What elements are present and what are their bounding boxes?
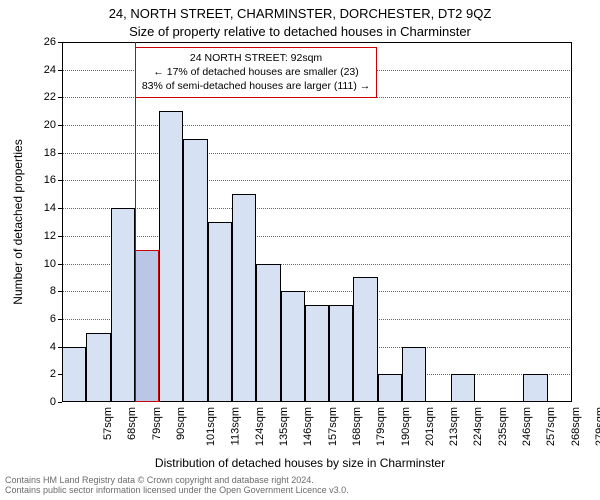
y-tick-label: 8 xyxy=(26,285,56,297)
annotation-box: 24 NORTH STREET: 92sqm← 17% of detached … xyxy=(135,47,377,98)
x-tick-label: 113sqm xyxy=(229,407,241,445)
histogram-bar xyxy=(183,139,207,402)
x-tick-label: 201sqm xyxy=(424,407,436,446)
x-tick-label: 279sqm xyxy=(594,407,600,446)
x-axis-label: Distribution of detached houses by size … xyxy=(0,456,600,470)
y-tick-label: 14 xyxy=(26,202,56,214)
annotation-line: ← 17% of detached houses are smaller (23… xyxy=(142,65,370,79)
x-tick-label: 235sqm xyxy=(497,407,509,446)
y-tick-label: 6 xyxy=(26,313,56,325)
histogram-bar xyxy=(86,333,110,402)
y-tick-label: 24 xyxy=(26,64,56,76)
y-tick-label: 26 xyxy=(26,36,56,48)
histogram-bar xyxy=(329,305,353,402)
y-tick-label: 18 xyxy=(26,147,56,159)
y-tick-mark xyxy=(58,264,62,265)
y-tick-mark xyxy=(58,180,62,181)
histogram-bar xyxy=(232,194,256,402)
y-tick-mark xyxy=(58,125,62,126)
y-tick-label: 12 xyxy=(26,230,56,242)
histogram-bar xyxy=(111,208,135,402)
y-tick-mark xyxy=(58,291,62,292)
x-tick-label: 179sqm xyxy=(375,407,387,446)
attribution-text: Contains HM Land Registry data © Crown c… xyxy=(5,476,595,496)
histogram-bar xyxy=(402,347,426,402)
y-tick-label: 4 xyxy=(26,341,56,353)
x-tick-label: 79sqm xyxy=(151,407,163,440)
y-tick-mark xyxy=(58,97,62,98)
y-tick-label: 2 xyxy=(26,368,56,380)
x-tick-label: 124sqm xyxy=(254,407,266,446)
y-axis-label: Number of detached properties xyxy=(11,139,25,304)
histogram-bar xyxy=(378,374,402,402)
y-tick-mark xyxy=(58,153,62,154)
annotation-line: 83% of semi-detached houses are larger (… xyxy=(142,79,370,93)
x-tick-label: 190sqm xyxy=(400,407,412,446)
annotation-line: 24 NORTH STREET: 92sqm xyxy=(142,51,370,65)
x-tick-label: 57sqm xyxy=(102,407,114,440)
x-tick-label: 213sqm xyxy=(448,407,460,446)
y-tick-label: 22 xyxy=(26,91,56,103)
y-tick-label: 16 xyxy=(26,174,56,186)
y-tick-mark xyxy=(58,236,62,237)
x-tick-label: 224sqm xyxy=(473,407,485,446)
x-tick-label: 68sqm xyxy=(126,407,138,440)
y-tick-mark xyxy=(58,42,62,43)
y-tick-mark xyxy=(58,319,62,320)
histogram-bar xyxy=(256,264,280,402)
histogram-bar xyxy=(208,222,232,402)
attribution-line2: Contains public sector information licen… xyxy=(5,486,595,496)
histogram-bar xyxy=(159,111,183,402)
x-tick-label: 101sqm xyxy=(205,407,217,446)
x-tick-label: 135sqm xyxy=(278,407,290,446)
y-tick-label: 0 xyxy=(26,396,56,408)
y-tick-label: 10 xyxy=(26,258,56,270)
histogram-bar xyxy=(523,374,547,402)
x-tick-label: 268sqm xyxy=(570,407,582,446)
x-tick-label: 257sqm xyxy=(545,407,557,446)
y-tick-mark xyxy=(58,70,62,71)
title-subtitle: Size of property relative to detached ho… xyxy=(0,24,600,39)
histogram-bar xyxy=(62,347,86,402)
bar-subject xyxy=(135,250,159,402)
histogram-bar xyxy=(305,305,329,402)
y-tick-label: 20 xyxy=(26,119,56,131)
x-tick-label: 146sqm xyxy=(303,407,315,446)
x-tick-label: 246sqm xyxy=(521,407,533,446)
y-tick-mark xyxy=(58,208,62,209)
histogram-bar xyxy=(281,291,305,402)
title-address: 24, NORTH STREET, CHARMINSTER, DORCHESTE… xyxy=(0,6,600,21)
x-tick-label: 90sqm xyxy=(175,407,187,440)
chart-root: 24, NORTH STREET, CHARMINSTER, DORCHESTE… xyxy=(0,0,600,500)
histogram-bar xyxy=(451,374,475,402)
y-tick-mark xyxy=(58,402,62,403)
histogram-bar xyxy=(353,277,377,402)
x-tick-label: 168sqm xyxy=(351,407,363,446)
x-tick-label: 157sqm xyxy=(327,407,339,446)
